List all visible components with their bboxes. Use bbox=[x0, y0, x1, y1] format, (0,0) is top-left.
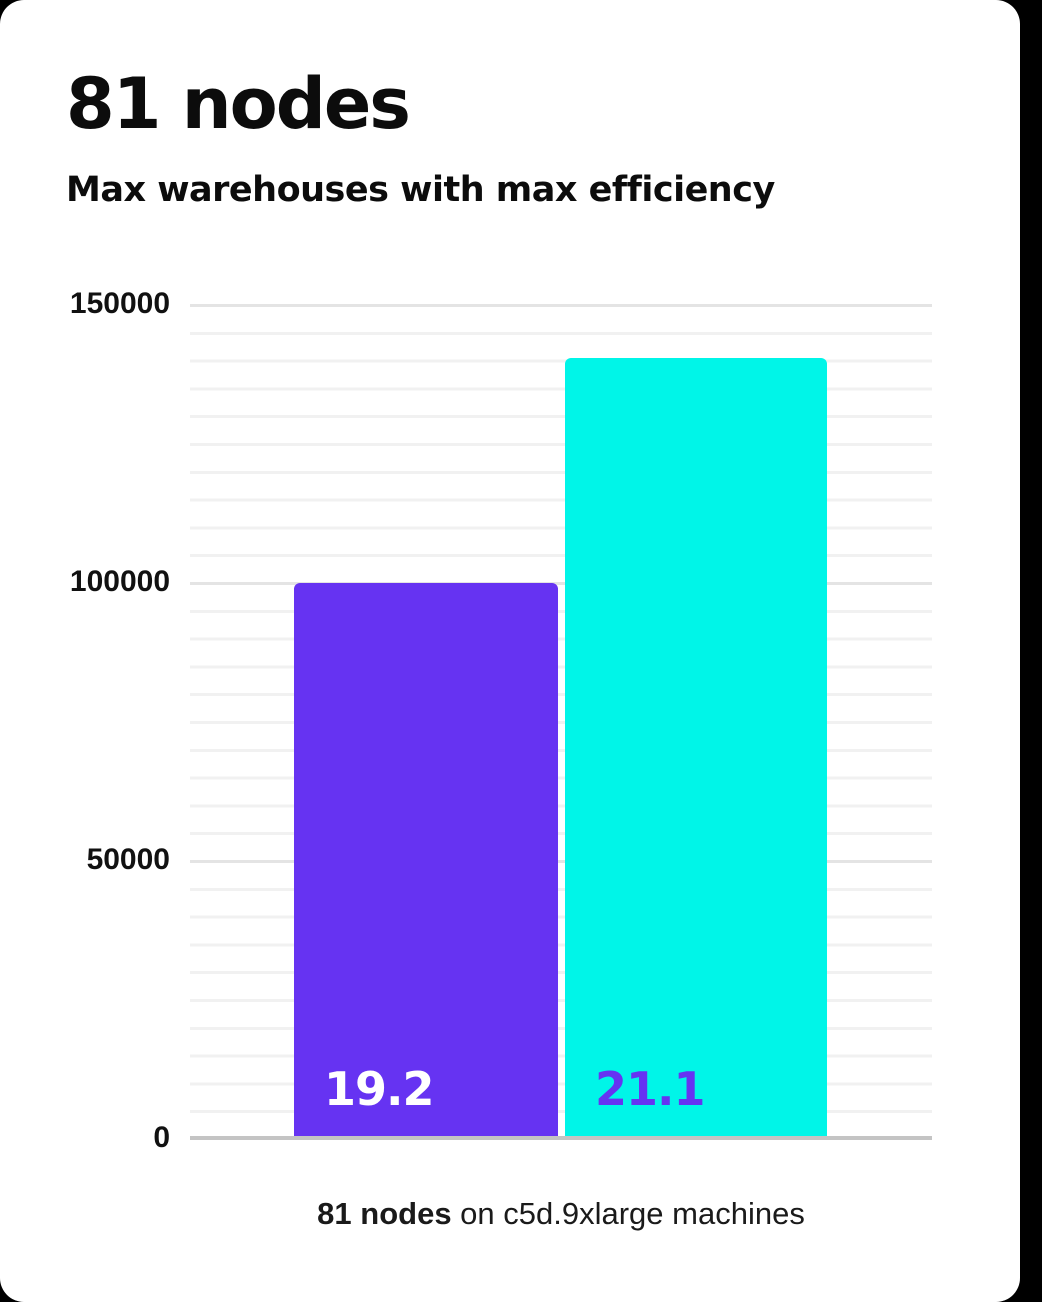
y-axis: 150000 100000 50000 0 bbox=[0, 287, 170, 1154]
x-axis-baseline bbox=[190, 1136, 932, 1140]
y-axis-tick-label: 100000 bbox=[69, 565, 170, 598]
bar-value-label: 19.2 bbox=[324, 1062, 434, 1116]
y-axis-tick-label: 0 bbox=[153, 1121, 170, 1154]
chart-card: 81 nodes Max warehouses with max efficie… bbox=[0, 0, 1020, 1302]
y-axis-tick-label: 50000 bbox=[86, 843, 170, 876]
plot-area: 19.2 21.1 bbox=[190, 304, 932, 1140]
caption-regular-text: on c5d.9xlarge machines bbox=[451, 1196, 805, 1231]
y-axis-tick-label: 150000 bbox=[69, 287, 170, 320]
page-title: 81 nodes bbox=[66, 63, 411, 145]
page-subtitle: Max warehouses with max efficiency bbox=[66, 170, 775, 210]
bar-19.2: 19.2 bbox=[294, 583, 558, 1136]
bar-21.1: 21.1 bbox=[565, 357, 827, 1136]
bar-value-label: 21.1 bbox=[595, 1062, 705, 1116]
caption-bold-text: 81 nodes bbox=[317, 1196, 452, 1231]
chart-caption: 81 nodes on c5d.9xlarge machines bbox=[190, 1196, 932, 1232]
